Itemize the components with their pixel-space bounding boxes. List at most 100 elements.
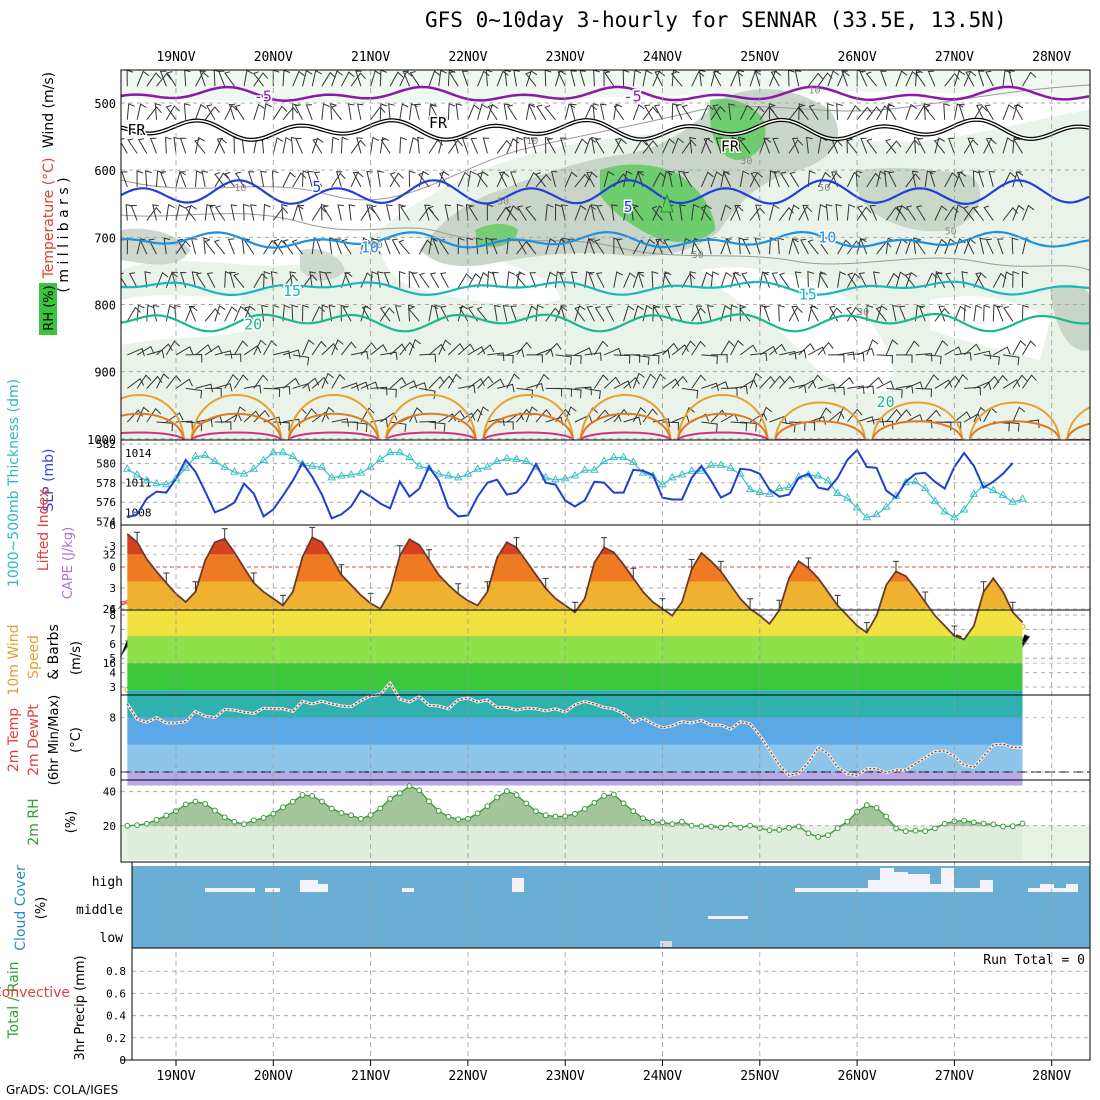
wind-barb bbox=[201, 170, 209, 187]
wind-barb bbox=[953, 204, 965, 221]
surface-isotherm bbox=[121, 431, 1090, 440]
wind-barb bbox=[662, 170, 673, 188]
isotherm-label: 10 bbox=[361, 238, 379, 256]
thickness-point bbox=[765, 489, 774, 497]
wind-barb bbox=[137, 138, 148, 154]
wind-barb bbox=[427, 205, 440, 221]
cloud-level-label: middle bbox=[76, 903, 123, 918]
wind-barb bbox=[827, 103, 834, 120]
rh-point bbox=[426, 798, 432, 805]
wind-barb bbox=[872, 271, 880, 288]
rh-label: 10 bbox=[526, 136, 538, 147]
wind-barb bbox=[730, 205, 744, 221]
high-cloud-bar bbox=[941, 868, 954, 892]
wind-barb bbox=[817, 171, 832, 188]
wind-barb bbox=[915, 71, 926, 87]
rh-point bbox=[630, 808, 637, 814]
rh-point bbox=[523, 800, 530, 807]
wind-barb bbox=[973, 304, 983, 322]
wind-barb bbox=[623, 272, 636, 288]
rh-point bbox=[698, 823, 705, 830]
wind-tick: 5 bbox=[109, 652, 116, 665]
wind-barb bbox=[914, 136, 921, 154]
rh-point bbox=[396, 790, 403, 797]
wind-barb bbox=[350, 139, 366, 154]
wind-barb bbox=[739, 138, 751, 154]
wind-barb bbox=[536, 104, 547, 121]
wind-barb bbox=[817, 239, 829, 255]
wind-barb bbox=[477, 271, 490, 288]
wind-barb bbox=[195, 103, 207, 120]
wind-barb bbox=[798, 343, 815, 356]
wind-barb bbox=[567, 238, 576, 255]
wind-barb bbox=[847, 272, 858, 288]
wind-barb bbox=[859, 70, 868, 87]
wind-barb bbox=[458, 384, 476, 394]
wind-barb bbox=[579, 70, 587, 87]
max-min-whisker bbox=[280, 594, 286, 606]
thickness-point bbox=[1018, 494, 1027, 502]
isotherm-label: -5 bbox=[624, 87, 642, 105]
wind-barb bbox=[798, 379, 817, 389]
wind-barb bbox=[679, 204, 686, 221]
high-cloud-bar bbox=[1040, 884, 1054, 892]
wind-barb bbox=[344, 272, 352, 288]
wind-barb bbox=[529, 272, 537, 288]
wind-barb bbox=[584, 387, 601, 399]
wind-barb bbox=[136, 70, 150, 87]
pressure-axis-label: ( m i l l i b a r s ) bbox=[56, 177, 72, 292]
wind-barb bbox=[681, 237, 692, 255]
wind-barb bbox=[983, 304, 991, 322]
wind-barb bbox=[414, 103, 421, 120]
wind-barb bbox=[933, 138, 946, 154]
wind-barb bbox=[128, 272, 138, 288]
run-total: Run Total = 0 bbox=[983, 953, 1085, 968]
wind-barb bbox=[885, 339, 899, 356]
wind-barb bbox=[836, 103, 843, 120]
wind-barb bbox=[321, 372, 334, 389]
wind-barb bbox=[438, 339, 452, 356]
wind-tick: 4 bbox=[109, 667, 116, 680]
rh-point bbox=[533, 808, 539, 815]
dry-zone bbox=[930, 296, 1050, 360]
wind-barb bbox=[273, 238, 284, 255]
wind-barb bbox=[434, 305, 441, 322]
wind-barb bbox=[837, 351, 855, 361]
wind-barb bbox=[496, 383, 515, 393]
wind-barb bbox=[127, 347, 145, 357]
max-min-whisker bbox=[513, 537, 520, 548]
isotherm-label: FR bbox=[127, 121, 146, 139]
wind-barb bbox=[983, 354, 1000, 365]
wind-barb bbox=[319, 271, 326, 288]
wind-barb bbox=[934, 205, 948, 221]
dewpoint-line bbox=[126, 681, 1023, 777]
wind-barb bbox=[297, 204, 305, 221]
wind-barb bbox=[457, 171, 471, 188]
thickness-point bbox=[560, 473, 570, 482]
wind-barb bbox=[379, 306, 391, 322]
wind-barb bbox=[216, 137, 226, 154]
rh-point bbox=[601, 792, 608, 799]
wind-barb bbox=[788, 139, 804, 154]
wind-barb bbox=[516, 136, 524, 154]
wind-barb bbox=[195, 136, 205, 154]
top-date-label: 22NOV bbox=[448, 50, 487, 65]
wind-barb bbox=[682, 171, 693, 188]
isotherm-label: 5 bbox=[624, 198, 633, 216]
thickness-point bbox=[220, 462, 230, 470]
thickness-point bbox=[278, 447, 288, 456]
wind-barb bbox=[243, 203, 250, 221]
wind-barb bbox=[496, 206, 512, 221]
thickness-point bbox=[434, 469, 444, 477]
wind-barb bbox=[711, 354, 728, 363]
wind-barb bbox=[662, 271, 672, 288]
wind-barb bbox=[769, 375, 785, 389]
wind-barb bbox=[399, 136, 407, 154]
wind-barb bbox=[846, 138, 858, 154]
wind-barb bbox=[224, 104, 238, 121]
wind-barb bbox=[695, 305, 703, 322]
wind-barb bbox=[807, 271, 815, 288]
wind-barb bbox=[613, 380, 632, 389]
wind-barb bbox=[409, 137, 420, 154]
wind-barb bbox=[1002, 354, 1020, 366]
